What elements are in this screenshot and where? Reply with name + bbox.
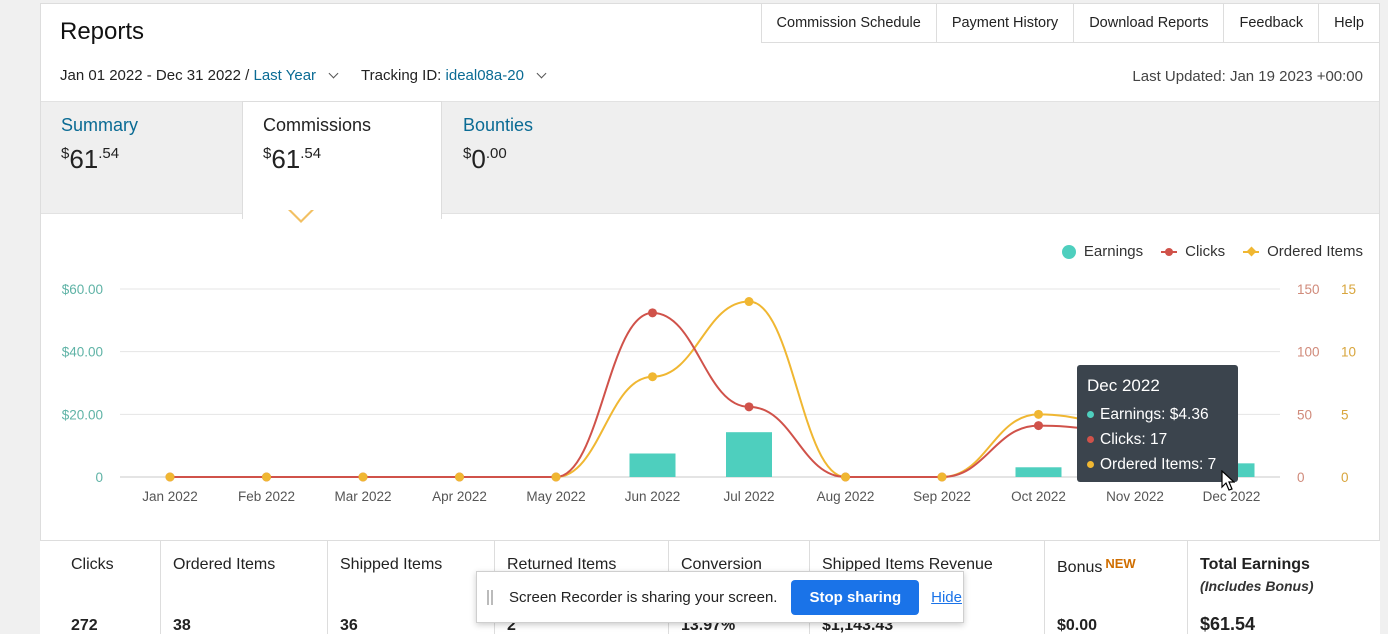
- y-right-clicks-tick-label: 50: [1297, 407, 1312, 422]
- report-filters: Jan 01 2022 - Dec 31 2022 / Last Year Tr…: [60, 67, 569, 84]
- clicks-point: [1034, 421, 1043, 431]
- ordered-items-point: [262, 472, 271, 482]
- help-button[interactable]: Help: [1319, 4, 1379, 42]
- ordered-items-point: [165, 472, 175, 482]
- download-reports-button[interactable]: Download Reports: [1074, 4, 1225, 42]
- ordered-items-point: [551, 472, 561, 482]
- ordered-items-legend-icon: [1243, 246, 1260, 257]
- tooltip-row-clicks: Clicks: 17: [1087, 427, 1228, 452]
- share-message: Screen Recorder is sharing your screen.: [509, 588, 778, 606]
- commission-schedule-button[interactable]: Commission Schedule: [761, 4, 937, 42]
- y-right-items-tick-label: 0: [1341, 470, 1349, 485]
- y-left-tick-label: $60.00: [62, 282, 103, 297]
- tab-amount: $61.54: [61, 144, 120, 174]
- clicks-point: [744, 402, 754, 412]
- tab-amount: $0.00: [463, 144, 507, 174]
- x-tick-label: Nov 2022: [1106, 489, 1164, 504]
- x-tick-label: Mar 2022: [334, 489, 391, 504]
- ordered-items-point: [937, 472, 947, 482]
- stat-ordered-items: Ordered Items 38: [161, 541, 328, 634]
- stat-clicks: Clicks 272: [40, 541, 161, 634]
- tab-summary[interactable]: Summary $61.54: [41, 102, 241, 215]
- summary-tabs: Summary $61.54 Commissions $61.54 Bounti…: [41, 101, 1379, 219]
- last-updated: Last Updated: Jan 19 2023 +00:00: [1132, 68, 1363, 85]
- x-tick-label: Jan 2022: [142, 489, 198, 504]
- stop-sharing-button[interactable]: Stop sharing: [791, 579, 920, 615]
- earnings-bar: [629, 453, 676, 477]
- x-tick-label: May 2022: [526, 489, 585, 504]
- y-right-items-tick-label: 15: [1341, 282, 1356, 297]
- x-tick-label: Sep 2022: [913, 489, 971, 504]
- x-tick-label: Oct 2022: [1011, 489, 1066, 504]
- y-left-tick-label: 0: [95, 470, 103, 485]
- x-tick-label: Dec 2022: [1203, 489, 1261, 504]
- x-tick-label: Feb 2022: [238, 489, 295, 504]
- active-tab-caret: [288, 209, 314, 223]
- reports-panel: Reports Commission Schedule Payment Hist…: [40, 3, 1380, 634]
- stat-total-earnings: Total Earnings (Includes Bonus) $61.54: [1200, 556, 1314, 634]
- chart-legend: Earnings Clicks Ordered Items: [1044, 243, 1363, 260]
- screen-share-bar: Screen Recorder is sharing your screen. …: [476, 571, 964, 623]
- x-tick-label: Jun 2022: [625, 489, 681, 504]
- y-right-clicks-tick-label: 150: [1297, 282, 1320, 297]
- earnings-bar: [1015, 467, 1062, 477]
- new-badge: NEW: [1105, 556, 1136, 571]
- x-tick-label: Apr 2022: [432, 489, 487, 504]
- tab-bounties[interactable]: Bounties $0.00: [443, 102, 643, 215]
- chart-tooltip: Dec 2022 Earnings: $4.36 Clicks: 17 Orde…: [1077, 365, 1238, 482]
- tooltip-row-earnings: Earnings: $4.36: [1087, 402, 1228, 427]
- y-left-tick-label: $20.00: [62, 407, 103, 422]
- tab-label: Summary: [61, 115, 139, 135]
- stat-bonus: Bonus NEW $0.00: [1045, 541, 1188, 634]
- tracking-label: Tracking ID:: [361, 67, 442, 84]
- y-right-items-tick-label: 10: [1341, 345, 1356, 360]
- legend-item-earnings[interactable]: Earnings: [1061, 243, 1143, 260]
- ordered-items-point: [648, 372, 657, 382]
- tab-commissions[interactable]: Commissions $61.54: [242, 101, 442, 219]
- mouse-cursor-icon: [1221, 470, 1235, 491]
- drag-handle-icon[interactable]: [487, 589, 493, 605]
- earnings-bar: [726, 432, 772, 477]
- ordered-items-point: [744, 297, 754, 307]
- clicks-point: [648, 308, 657, 318]
- ordered-items-line: [170, 300, 1232, 479]
- date-range: Jan 01 2022 - Dec 31 2022 /: [60, 67, 250, 84]
- y-right-clicks-tick-label: 0: [1297, 470, 1305, 485]
- ordered-items-point: [358, 472, 368, 482]
- tooltip-row-ordered-items: Ordered Items: 7: [1087, 452, 1228, 477]
- hide-link[interactable]: Hide: [931, 588, 962, 606]
- ordered-items-point: [841, 472, 850, 482]
- legend-item-clicks[interactable]: Clicks: [1161, 243, 1225, 260]
- legend-item-ordered-items[interactable]: Ordered Items: [1243, 243, 1363, 260]
- y-right-clicks-tick-label: 100: [1297, 345, 1320, 360]
- commissions-chart: 0 $20.00 $40.00 $60.00 0 50 100 150 0 5 10 15 Jan 20…: [62, 282, 1356, 504]
- payment-history-button[interactable]: Payment History: [936, 4, 1075, 42]
- feedback-button[interactable]: Feedback: [1224, 4, 1320, 42]
- tab-label: Bounties: [463, 115, 534, 135]
- earnings-legend-icon: [1061, 244, 1076, 259]
- ordered-items-point: [1034, 409, 1043, 419]
- top-nav: Commission Schedule Payment History Down…: [760, 4, 1379, 43]
- tab-amount: $61.54: [263, 144, 322, 174]
- tooltip-title: Dec 2022: [1087, 376, 1160, 395]
- y-right-items-tick-label: 5: [1341, 407, 1349, 422]
- stat-shipped-items: Shipped Items 36: [328, 541, 495, 634]
- ordered-items-point: [455, 472, 464, 482]
- page-title: Reports: [60, 18, 145, 45]
- y-left-tick-label: $40.00: [62, 345, 103, 360]
- date-preset-dropdown[interactable]: Last Year: [253, 67, 317, 84]
- tracking-id-dropdown[interactable]: ideal08a-20: [445, 67, 524, 84]
- x-tick-label: Aug 2022: [817, 489, 875, 504]
- x-tick-label: Jul 2022: [723, 489, 774, 504]
- stat-shipped-items-revenue: Shipped Items Revenue $1,143.43: [810, 541, 1045, 634]
- tab-label: Commissions: [263, 115, 372, 135]
- clicks-legend-icon: [1161, 247, 1178, 256]
